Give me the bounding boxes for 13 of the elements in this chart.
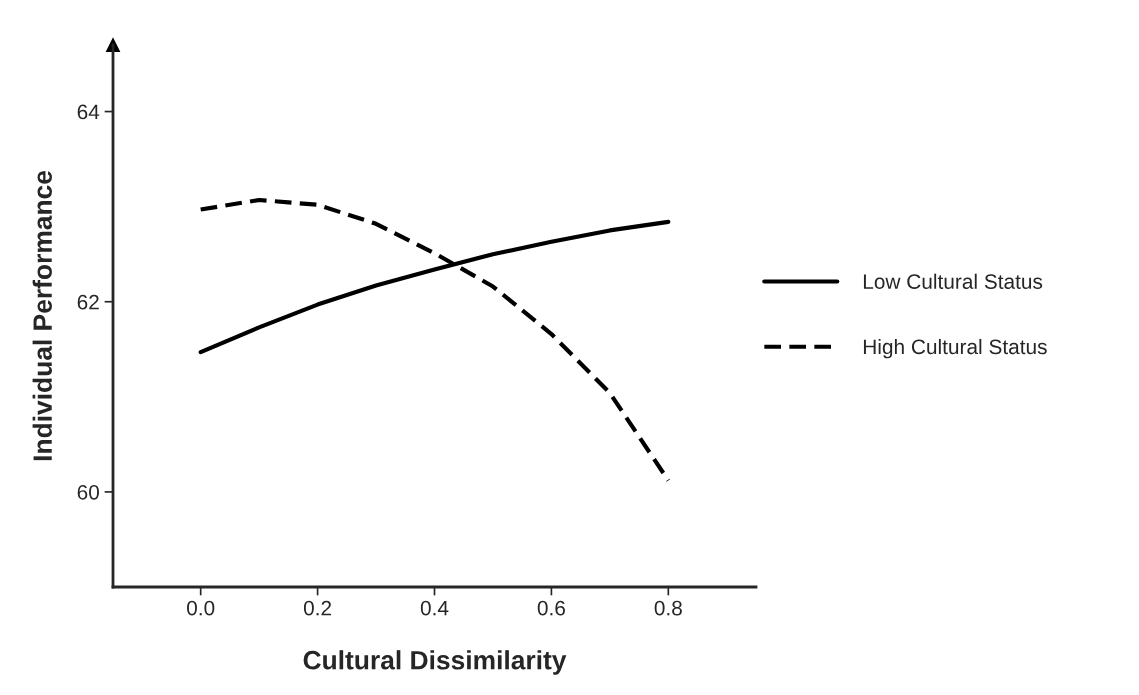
legend-label: Low Cultural Status bbox=[863, 273, 1043, 289]
x-tick-label: 0.4 bbox=[420, 600, 449, 616]
line-series bbox=[198, 197, 671, 483]
y-tick-label: 62 bbox=[77, 294, 99, 310]
x-tick-label: 0.2 bbox=[303, 600, 332, 616]
x-tick-label: 0.0 bbox=[187, 600, 215, 616]
y-tick-label: 60 bbox=[77, 484, 99, 500]
y-tick-label: 64 bbox=[77, 104, 100, 120]
y-axis-title: Individual Performance bbox=[32, 170, 52, 461]
x-tick-label: 0.8 bbox=[654, 600, 682, 616]
legend-label: High Cultural Status bbox=[863, 338, 1047, 359]
x-tick-label: 0.6 bbox=[537, 600, 565, 616]
x-axis-title: Cultural Dissimilarity bbox=[303, 650, 567, 675]
